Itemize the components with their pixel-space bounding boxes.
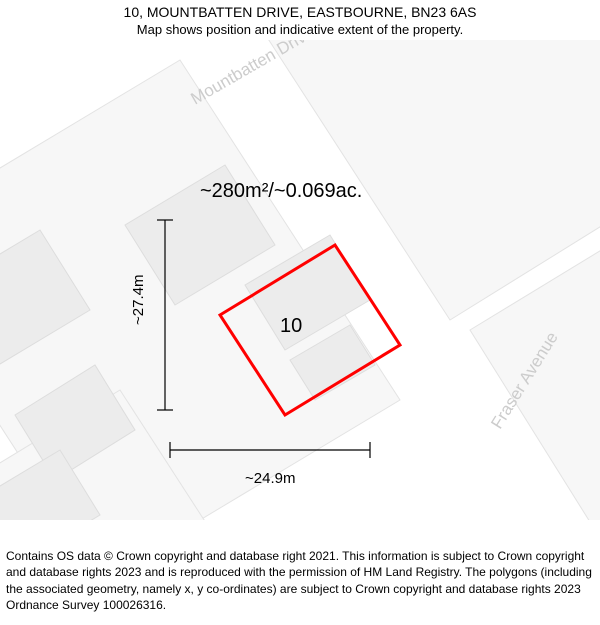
width-dimension-label: ~24.9m	[245, 470, 295, 487]
page-root: 10, MOUNTBATTEN DRIVE, EASTBOURNE, BN23 …	[0, 0, 600, 625]
footer-copyright: Contains OS data © Crown copyright and d…	[0, 542, 600, 625]
page-subtitle: Map shows position and indicative extent…	[0, 22, 600, 37]
map-container: Mountbatten DriveFraser Avenue ~280m²/~0…	[0, 40, 600, 520]
map-svg: Mountbatten DriveFraser Avenue	[0, 40, 600, 520]
header: 10, MOUNTBATTEN DRIVE, EASTBOURNE, BN23 …	[0, 0, 600, 37]
height-dimension-label: ~27.4m	[130, 275, 147, 325]
page-title: 10, MOUNTBATTEN DRIVE, EASTBOURNE, BN23 …	[0, 4, 600, 20]
area-label: ~280m²/~0.069ac.	[200, 180, 362, 203]
house-number-label: 10	[280, 315, 302, 338]
